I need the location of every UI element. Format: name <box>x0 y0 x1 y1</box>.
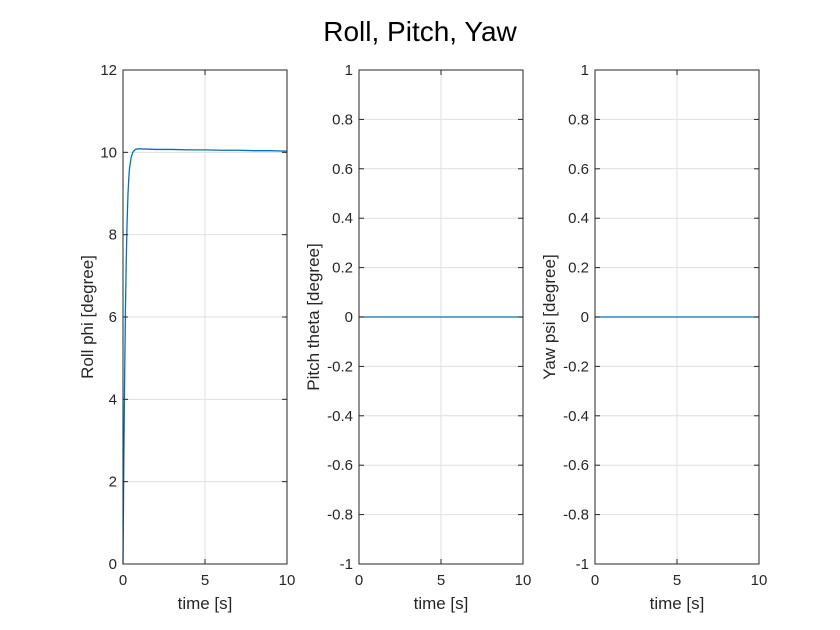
yaw-xlabel: time [s] <box>650 594 705 613</box>
yaw-xtick-label: 0 <box>591 572 599 589</box>
subplot-pitch: 0 5 10 -1 -0.8 -0.6 -0.4 -0.2 0 0.2 0.4 0.6 0.8 1 time… <box>304 62 531 613</box>
yaw-ytick-label: 0.2 <box>568 260 589 277</box>
yaw-ytick-label: 1 <box>581 62 589 79</box>
yaw-xtick-label: 5 <box>673 572 681 589</box>
pitch-xlabel: time [s] <box>414 594 469 613</box>
pitch-ytick-label: 0 <box>345 309 353 326</box>
roll-xlabel: time [s] <box>178 594 233 613</box>
roll-series-line <box>122 147 288 565</box>
yaw-ytick-label: -0.8 <box>563 507 589 524</box>
pitch-ytick-label: -0.2 <box>327 358 353 375</box>
roll-ytick-label: 10 <box>100 144 117 161</box>
subplot-yaw: 0 5 10 -1 -0.8 -0.6 -0.4 -0.2 0 0.2 0.4 0.6 0.8 1 time… <box>540 62 767 613</box>
roll-ytick-label: 2 <box>109 474 117 491</box>
pitch-ytick-label: -0.6 <box>327 457 353 474</box>
roll-ytick-label: 0 <box>109 556 117 573</box>
yaw-xtick-label: 10 <box>751 572 768 589</box>
pitch-xtick-label: 5 <box>437 572 445 589</box>
pitch-xtick-label: 10 <box>515 572 532 589</box>
yaw-ylabel: Yaw psi [degree] <box>540 254 559 379</box>
roll-ylabel: Roll phi [degree] <box>78 255 97 379</box>
pitch-xtick-label: 0 <box>355 572 363 589</box>
yaw-ytick-label: 0.8 <box>568 111 589 128</box>
roll-ytick-label: 8 <box>109 227 117 244</box>
yaw-ytick-label: 0 <box>581 309 589 326</box>
roll-ytick-label: 6 <box>109 309 117 326</box>
pitch-ytick-label: 0.6 <box>332 161 353 178</box>
roll-ytick-label: 12 <box>100 62 117 79</box>
roll-xtick-label: 0 <box>119 572 127 589</box>
pitch-ytick-label: -0.8 <box>327 507 353 524</box>
pitch-ytick-label: 0.8 <box>332 111 353 128</box>
subplot-roll: 0 5 10 0 2 4 6 8 10 12 time [s] Roll phi [degree] <box>78 62 295 613</box>
yaw-ytick-label: -0.2 <box>563 358 589 375</box>
yaw-ytick-label: 0.6 <box>568 161 589 178</box>
roll-xtick-label: 5 <box>201 572 209 589</box>
pitch-ytick-label: 0.4 <box>332 210 353 227</box>
roll-ytick-label: 4 <box>109 391 117 408</box>
roll-xtick-label: 10 <box>279 572 296 589</box>
yaw-ytick-label: -1 <box>576 556 589 573</box>
yaw-ytick-label: 0.4 <box>568 210 589 227</box>
pitch-ylabel: Pitch theta [degree] <box>304 243 323 390</box>
pitch-ytick-label: 0.2 <box>332 260 353 277</box>
pitch-ytick-label: -1 <box>340 556 353 573</box>
yaw-ytick-label: -0.6 <box>563 457 589 474</box>
yaw-ytick-label: -0.4 <box>563 408 589 425</box>
pitch-ytick-label: 1 <box>345 62 353 79</box>
figure-title: Roll, Pitch, Yaw <box>323 16 517 47</box>
pitch-ytick-label: -0.4 <box>327 408 353 425</box>
